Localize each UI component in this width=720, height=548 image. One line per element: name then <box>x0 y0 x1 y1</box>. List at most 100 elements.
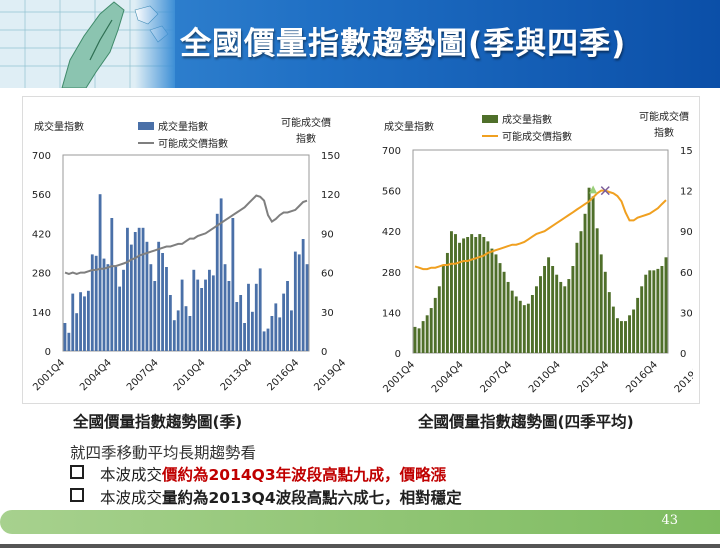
bar <box>607 292 611 353</box>
bar <box>83 296 86 351</box>
square-bullet-icon <box>70 465 84 479</box>
bar <box>636 297 640 353</box>
bar <box>168 295 172 351</box>
bar <box>664 257 668 353</box>
bar <box>486 241 490 353</box>
bar <box>266 328 270 351</box>
bar <box>106 264 110 351</box>
peak-x-marker <box>600 186 610 196</box>
bar <box>79 292 82 351</box>
bar <box>449 231 453 353</box>
y-tick-label: 560 <box>382 187 401 198</box>
caption-left: 全國價量指數趨勢圖(季) <box>73 413 243 431</box>
bar <box>301 239 305 351</box>
bar <box>543 266 547 353</box>
bar <box>293 251 297 351</box>
bar <box>196 279 200 351</box>
bar <box>227 281 231 351</box>
y2-tick-label: 60 <box>680 268 693 279</box>
bar <box>239 295 243 351</box>
bar <box>526 303 530 353</box>
y-tick-label: 280 <box>32 269 51 280</box>
bar <box>482 237 486 353</box>
x-tick-label: 2010Q4 <box>527 359 563 395</box>
bullet-price-lead: 本波成交 <box>100 466 163 484</box>
page-number: 43 <box>661 513 678 528</box>
bar <box>133 232 137 351</box>
bar <box>454 234 457 353</box>
bar <box>498 263 502 353</box>
bar <box>563 286 567 353</box>
bar <box>211 275 215 351</box>
bar <box>611 306 615 353</box>
square-bullet-icon <box>70 488 84 502</box>
y2-tick-label: 120 <box>680 187 693 198</box>
y-tick-label: 140 <box>32 308 51 319</box>
chart-quarterly: 成交量指數 可能成交價指數成交量指數可能成交價指數0140280420560700… <box>31 116 348 393</box>
bar <box>200 288 204 351</box>
bar <box>555 274 559 353</box>
bar <box>583 213 587 353</box>
y2-axis-label: 指數 <box>296 132 316 145</box>
y2-tick-label: 30 <box>321 308 334 319</box>
bar <box>502 271 506 353</box>
bar <box>470 234 474 353</box>
y2-axis-label: 可能成交價 <box>639 110 689 123</box>
x-tick-label: 2001Q4 <box>31 357 67 393</box>
bar <box>286 281 289 351</box>
x-tick-label: 2007Q4 <box>125 357 161 393</box>
caption-right: 全國價量指數趨勢圖(四季平均) <box>418 413 634 431</box>
y2-tick-label: 30 <box>680 308 693 319</box>
bar <box>534 286 538 353</box>
bar <box>290 310 293 351</box>
x-tick-label: 2019Q4 <box>673 359 693 395</box>
bar <box>118 286 122 351</box>
bar <box>530 295 534 353</box>
bullet-volume: 本波成交量約為2013Q4波段高點六成七，相對穩定 <box>70 486 462 508</box>
y-tick-label: 560 <box>32 190 51 201</box>
bar <box>102 258 106 351</box>
trend-note: 就四季移動平均長期趨勢看 <box>70 444 257 462</box>
chart-four-quarter-average: 成交量指數可能成交價指數成交量指數可能成交價指數0140280420560700… <box>381 110 693 395</box>
bar <box>425 315 429 353</box>
x-tick-label: 2007Q4 <box>478 359 514 395</box>
bar <box>122 269 125 351</box>
legend-label-bar: 成交量指數 <box>502 113 552 126</box>
x-tick-label: 2004Q4 <box>78 357 114 393</box>
bar <box>157 241 161 351</box>
x-tick-label: 2016Q4 <box>266 357 302 393</box>
bar <box>161 253 164 351</box>
bar <box>433 297 437 353</box>
bar <box>250 311 254 351</box>
bar <box>615 318 619 353</box>
bar <box>413 326 417 353</box>
bullet-volume-highlight: 量約為2013Q4波段高點六成七，相對穩定 <box>162 489 462 507</box>
bar <box>262 331 266 351</box>
bar <box>75 313 79 351</box>
bar <box>114 267 118 351</box>
y-tick-label: 280 <box>382 268 401 279</box>
bar <box>86 290 90 351</box>
x-tick-label: 2001Q4 <box>381 359 417 395</box>
y-axis-label: 成交量指數 <box>384 120 434 133</box>
x-tick-label: 2004Q4 <box>430 359 466 395</box>
y2-tick-label: 150 <box>680 146 693 157</box>
title-banner: 全國價量指數趨勢圖(季與四季) <box>0 0 720 88</box>
bar <box>137 227 141 351</box>
x-tick-label: 2010Q4 <box>172 357 208 393</box>
bar <box>129 244 133 351</box>
bar <box>458 242 462 353</box>
bar <box>437 286 441 353</box>
bar <box>445 252 449 353</box>
bar <box>490 248 494 353</box>
y2-tick-label: 0 <box>321 347 327 358</box>
bullet-volume-lead: 本波成交 <box>100 489 163 507</box>
bar <box>571 266 575 353</box>
y-axis-label: 成交量指數 <box>34 120 84 133</box>
bar <box>595 228 599 353</box>
bar <box>71 293 75 351</box>
y2-tick-label: 0 <box>680 349 686 360</box>
bar <box>126 227 129 351</box>
bar <box>235 302 239 351</box>
x-tick-label: 2016Q4 <box>624 359 660 395</box>
